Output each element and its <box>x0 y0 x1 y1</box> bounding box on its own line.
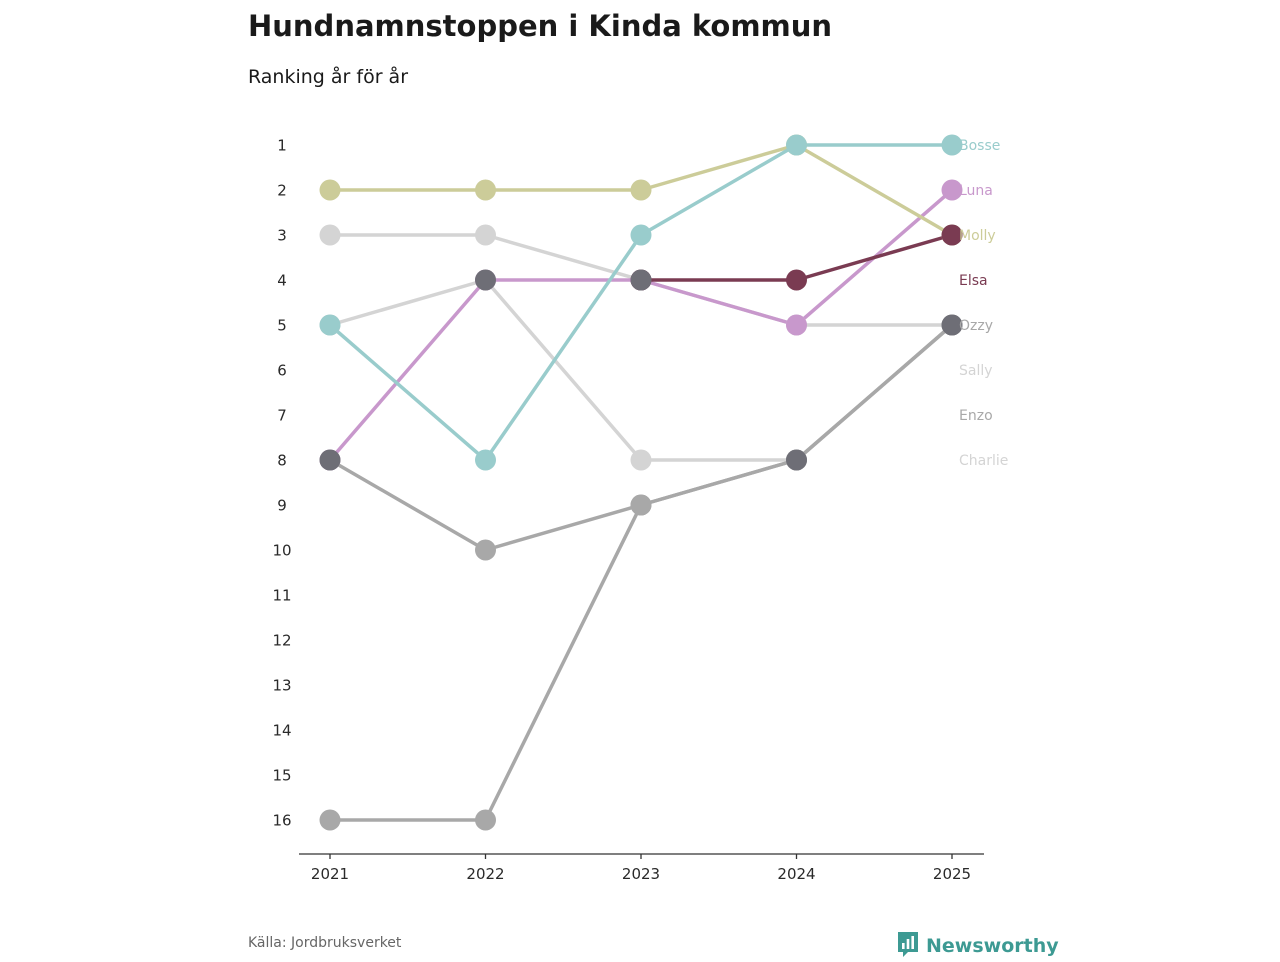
y-tick-label-14: 14 <box>272 722 291 740</box>
x-tick-label-2024: 2024 <box>777 865 815 883</box>
marker-bosse-2025 <box>941 134 963 156</box>
x-tick-label-2023: 2023 <box>622 865 660 883</box>
y-tick-label-8: 8 <box>277 452 287 470</box>
y-tick-label-4: 4 <box>277 272 287 290</box>
marker-highlight-2021-8 <box>319 449 341 471</box>
series-label-ozzy: Ozzy <box>959 318 993 334</box>
x-tick-label-2021: 2021 <box>311 865 349 883</box>
chart-title: Hundnamnstoppen i Kinda kommun <box>248 9 833 43</box>
marker-elsa-2025 <box>941 224 963 246</box>
marker-enzo-2021 <box>319 809 341 831</box>
marker-molly-2022 <box>475 179 496 201</box>
marker-molly-2023 <box>630 179 652 201</box>
y-tick-label-1: 1 <box>277 137 287 155</box>
marker-sally-2021 <box>319 224 341 246</box>
y-tick-label-15: 15 <box>272 767 291 785</box>
y-tick-label-3: 3 <box>277 227 287 245</box>
marker-ozzy-2022 <box>475 539 496 561</box>
brand-name: Newsworthy <box>926 935 1059 957</box>
x-tick-label-2025: 2025 <box>933 865 971 883</box>
marker-luna-2024 <box>786 314 807 336</box>
marker-luna-2025 <box>941 179 963 201</box>
series-label-molly: Molly <box>959 228 996 244</box>
newsworthy-logo-icon <box>896 930 920 962</box>
series-line-charlie <box>328 278 799 462</box>
series-markers <box>319 134 963 831</box>
series-label-sally: Sally <box>959 363 993 379</box>
y-tick-label-10: 10 <box>272 542 291 560</box>
source-note: Källa: Jordbruksverket <box>248 935 402 951</box>
y-tick-label-6: 6 <box>277 362 287 380</box>
series-lines <box>328 143 954 822</box>
y-tick-label-2: 2 <box>277 182 287 200</box>
series-label-bosse: Bosse <box>959 138 1000 154</box>
y-tick-label-12: 12 <box>272 632 291 650</box>
marker-highlight-2023-4 <box>630 269 652 291</box>
marker-highlight-2025-5 <box>941 314 963 336</box>
series-line-ozzy <box>328 323 954 552</box>
marker-highlight-2022-4 <box>475 269 496 291</box>
series-label-luna: Luna <box>959 183 993 199</box>
marker-bosse-2021 <box>319 314 341 336</box>
x-tick-label-2022: 2022 <box>466 865 504 883</box>
brand-logo[interactable]: Newsworthy <box>896 930 1059 962</box>
series-labels: Bosse Luna Molly Elsa Ozzy Sally Enzo Charlie <box>959 138 1008 469</box>
marker-bosse-2022 <box>475 449 496 471</box>
y-tick-label-13: 13 <box>272 677 291 695</box>
y-tick-label-7: 7 <box>277 407 287 425</box>
marker-ozzy-2023 <box>630 494 652 516</box>
marker-molly-2021 <box>319 179 341 201</box>
chart-subtitle: Ranking år för år <box>248 66 409 88</box>
series-label-elsa: Elsa <box>959 273 988 289</box>
series-label-charlie: Charlie <box>959 453 1008 469</box>
y-tick-label-11: 11 <box>272 587 291 605</box>
marker-highlight-2024-8 <box>786 449 807 471</box>
marker-sally-2022 <box>475 224 496 246</box>
marker-elsa-2024 <box>786 269 807 291</box>
x-axis: 2021 2022 2023 2024 2025 <box>299 853 984 883</box>
y-tick-label-9: 9 <box>277 497 287 515</box>
marker-bosse-2024 <box>786 134 807 156</box>
series-line-enzo <box>328 323 954 822</box>
marker-bosse-2023 <box>630 224 652 246</box>
marker-enzo-2022 <box>475 809 496 831</box>
marker-charlie-2023 <box>630 449 652 471</box>
y-tick-label-16: 16 <box>272 812 291 830</box>
y-tick-label-5: 5 <box>277 317 287 335</box>
series-label-enzo: Enzo <box>959 408 993 424</box>
